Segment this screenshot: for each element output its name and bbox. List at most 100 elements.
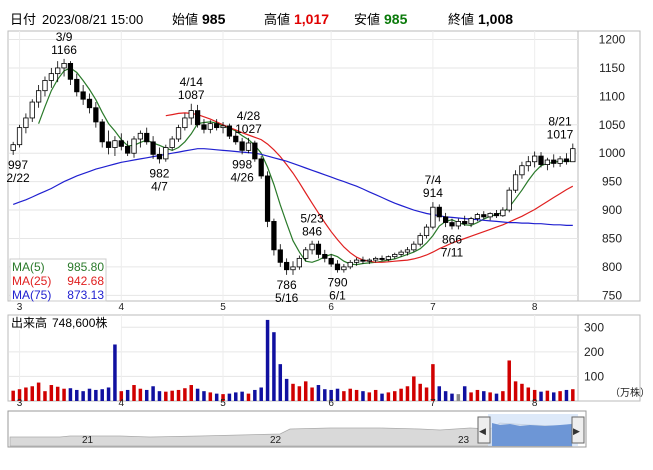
candle-body xyxy=(239,141,245,151)
candle-down xyxy=(252,140,258,162)
candle-body xyxy=(42,80,48,92)
candle-up xyxy=(207,120,213,134)
candle-body xyxy=(392,253,398,258)
volume-bar xyxy=(164,391,168,401)
candle-body xyxy=(366,259,372,262)
range-navigator[interactable]: 21 22 23 ◀ ▶ xyxy=(7,410,587,448)
volume-bar xyxy=(221,394,225,401)
candle-down xyxy=(436,204,442,222)
candle-body xyxy=(360,259,366,262)
low-value: 985 xyxy=(384,11,408,27)
annotation-date: 4/26 xyxy=(230,170,254,184)
candle-body xyxy=(245,142,252,151)
annotation-value: 846 xyxy=(302,225,322,239)
navigator-right-handle[interactable] xyxy=(571,416,585,444)
candle-body xyxy=(169,138,175,148)
candle-body xyxy=(29,101,35,119)
candle-down xyxy=(334,260,341,273)
annotation-date: 8/21 xyxy=(548,115,572,129)
candle-up xyxy=(455,218,461,230)
candle-body xyxy=(296,257,302,268)
annotation-value: 866 xyxy=(442,232,462,246)
volume-bar xyxy=(532,389,537,401)
candle-body xyxy=(322,253,328,259)
candle-up xyxy=(303,247,309,262)
candle-up xyxy=(309,240,315,255)
volume-bar xyxy=(284,378,289,401)
candle-body xyxy=(74,78,80,93)
candle-body xyxy=(551,159,557,164)
candle-body xyxy=(125,145,131,154)
open-value: 985 xyxy=(202,11,226,27)
candle-body xyxy=(525,161,531,167)
month-tick-label-volume: 8 xyxy=(532,398,538,409)
volume-bar xyxy=(399,388,403,401)
volume-bar xyxy=(488,392,492,401)
volume-bar xyxy=(507,360,511,401)
annotation-value: 914 xyxy=(423,186,443,200)
volume-tick-label: 300 xyxy=(584,320,604,334)
volume-bar xyxy=(348,388,352,401)
volume-bar xyxy=(303,381,308,401)
candle-body xyxy=(144,132,150,143)
volume-bar xyxy=(539,391,543,401)
annotation-date: 5/16 xyxy=(275,291,299,305)
candle-down xyxy=(563,153,570,165)
price-tick-label: 800 xyxy=(602,260,622,274)
candle-up xyxy=(398,249,404,257)
price-grid xyxy=(9,31,578,301)
candle-up xyxy=(404,247,411,256)
candle-up xyxy=(366,258,372,265)
volume-bar xyxy=(513,381,518,401)
candle-body xyxy=(118,140,124,147)
navigator-selected-area xyxy=(492,423,572,446)
candle-body xyxy=(16,127,23,146)
candle-up xyxy=(163,144,169,162)
volume-bar xyxy=(87,388,92,401)
volume-bar xyxy=(310,387,314,401)
annotation-date: 7/11 xyxy=(441,245,464,259)
candle-up xyxy=(29,99,35,122)
moving-average-lines xyxy=(12,67,574,266)
candle-body xyxy=(112,140,118,148)
candle-body xyxy=(93,107,99,123)
candle-down xyxy=(105,130,112,155)
volume-bar xyxy=(253,389,257,401)
candle-body xyxy=(220,125,226,129)
volume-bar xyxy=(24,387,28,401)
volume-bar xyxy=(354,389,359,401)
volume-bar xyxy=(545,390,550,401)
candle-down xyxy=(194,104,201,128)
navigator-label-21: 21 xyxy=(82,435,94,446)
candle-body xyxy=(443,216,449,223)
candle-body xyxy=(411,243,417,251)
ma75-legend-label: MA(75) xyxy=(12,288,51,302)
candle-body xyxy=(570,148,576,163)
candle-body xyxy=(334,263,341,271)
volume-bar xyxy=(259,387,263,401)
annotation-date: 4/28 xyxy=(237,109,261,123)
candle-down xyxy=(443,212,449,228)
candle-up xyxy=(570,143,576,163)
navigator-label-22: 22 xyxy=(270,435,282,446)
month-tick-labels: 3 3 4 4 5 5 6 6 7 7 8 8 xyxy=(17,302,538,409)
candle-down xyxy=(462,215,468,226)
candle-up xyxy=(220,121,226,134)
month-tick-label: 8 xyxy=(532,302,538,313)
month-tick-label: 4 xyxy=(119,302,125,313)
annotation-value: 998 xyxy=(232,157,252,171)
candle-up xyxy=(182,113,188,131)
volume-bar xyxy=(469,392,473,401)
candle-down xyxy=(551,154,557,168)
candle-body xyxy=(156,153,163,160)
ma-line-ma75 xyxy=(12,148,573,226)
volume-bar xyxy=(482,391,486,401)
annotation-date: 4/7 xyxy=(151,179,168,193)
price-panel-frame xyxy=(7,30,641,302)
candle-body xyxy=(201,124,207,130)
navigator-left-handle[interactable] xyxy=(477,416,491,444)
volume-bar xyxy=(81,391,85,401)
candle-down xyxy=(360,256,366,265)
candle-body xyxy=(385,256,392,260)
